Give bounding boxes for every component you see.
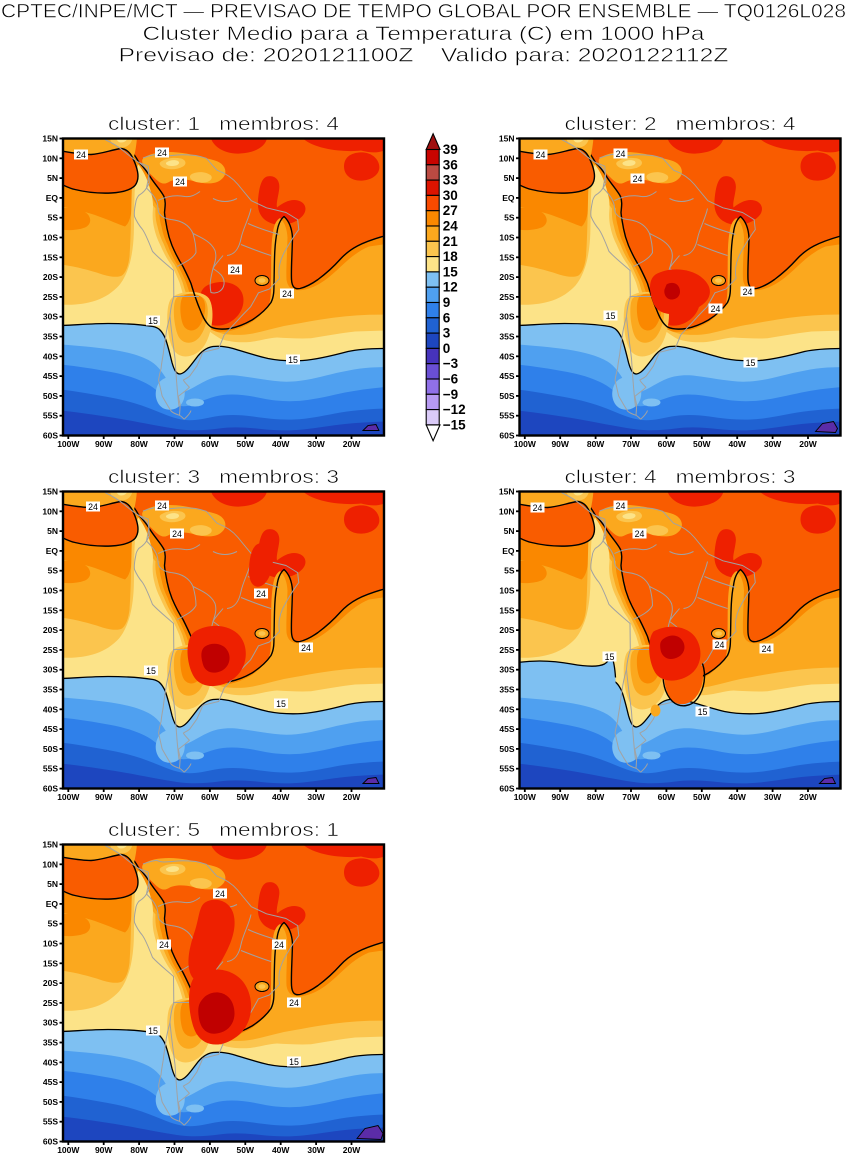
svg-text:27: 27 (443, 203, 458, 218)
svg-text:36: 36 (443, 157, 459, 172)
svg-text:cluster: 4 membros: 3: cluster: 4 membros: 3 (565, 466, 796, 487)
svg-text:−12: −12 (443, 402, 466, 417)
svg-text:39: 39 (443, 142, 458, 157)
svg-text:33: 33 (443, 173, 459, 188)
svg-text:21: 21 (443, 234, 459, 249)
svg-text:30: 30 (443, 188, 458, 203)
svg-text:0: 0 (443, 341, 451, 356)
svg-text:cluster: 3 membros: 3: cluster: 3 membros: 3 (108, 466, 339, 487)
svg-text:3: 3 (443, 326, 451, 341)
svg-text:cluster: 1 membros: 4: cluster: 1 membros: 4 (108, 113, 339, 134)
svg-text:Cluster Medio para a Temperatu: Cluster Medio para a Temperatura (C) em … (143, 24, 706, 45)
svg-text:−6: −6 (443, 372, 459, 387)
svg-text:−15: −15 (443, 417, 466, 432)
svg-text:−9: −9 (443, 387, 458, 402)
svg-text:9: 9 (443, 295, 451, 310)
svg-text:cluster: 2 membros: 4: cluster: 2 membros: 4 (565, 113, 796, 134)
svg-text:CPTEC/INPE/MCT — PREVISAO DE T: CPTEC/INPE/MCT — PREVISAO DE TEMPO GLOBA… (1, 1, 846, 23)
svg-text:Previsao de: 2020121100Z Va: Previsao de: 2020121100Z Valido para: 20… (119, 46, 730, 67)
svg-text:−3: −3 (443, 356, 459, 371)
svg-text:15: 15 (443, 264, 459, 279)
svg-text:6: 6 (443, 310, 451, 325)
svg-text:24: 24 (443, 219, 459, 234)
svg-text:cluster: 5 membros: 1: cluster: 5 membros: 1 (108, 819, 339, 840)
svg-text:12: 12 (443, 280, 458, 295)
svg-text:18: 18 (443, 249, 459, 264)
